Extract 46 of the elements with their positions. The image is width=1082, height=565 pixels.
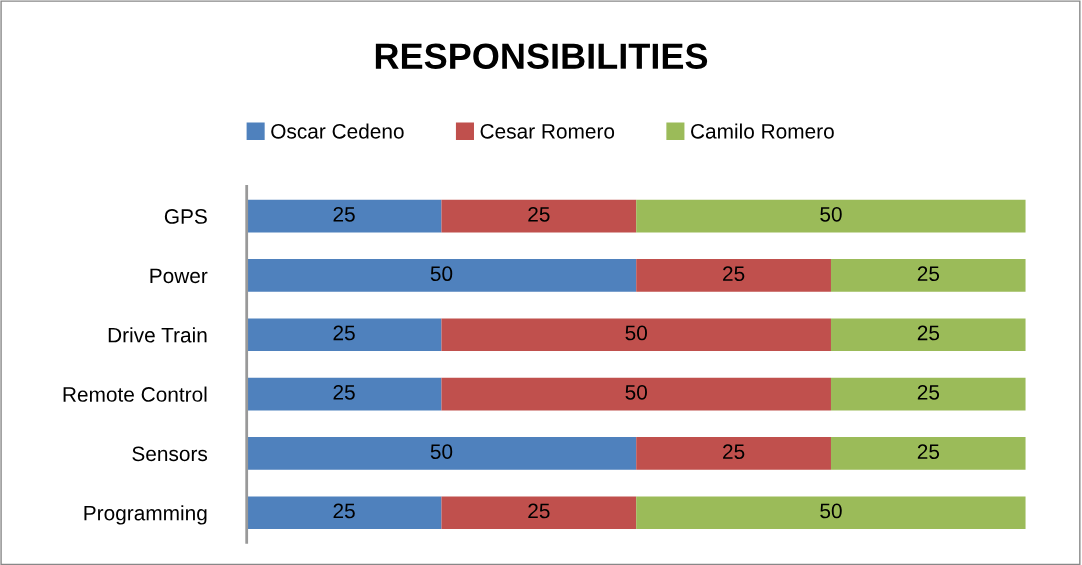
data-label: 25 xyxy=(333,503,355,519)
y-tick-label: Drive Train xyxy=(108,327,207,343)
bar xyxy=(830,259,1026,292)
y-tick-label: Remote Control xyxy=(63,386,207,402)
y-tick-label: Power xyxy=(150,268,208,284)
bar xyxy=(830,318,1026,352)
data-label: 50 xyxy=(430,266,453,282)
bar xyxy=(830,437,1026,470)
chart-title: RESPONSIBILITIES xyxy=(375,43,708,70)
data-label: 50 xyxy=(625,325,647,341)
bar xyxy=(441,318,831,352)
data-label: 25 xyxy=(333,384,355,400)
data-label: 50 xyxy=(820,206,842,222)
data-label: 25 xyxy=(917,325,940,341)
legend-label: Oscar Cedeno xyxy=(271,123,404,139)
bar xyxy=(246,377,442,411)
data-label: 25 xyxy=(528,206,550,222)
bar xyxy=(636,259,831,292)
data-label: 25 xyxy=(917,266,940,282)
bar xyxy=(246,496,442,530)
bar xyxy=(246,259,637,292)
bar xyxy=(246,437,637,470)
data-label: 25 xyxy=(917,444,940,459)
bar xyxy=(830,377,1026,411)
data-label: 50 xyxy=(430,444,453,459)
data-label: 50 xyxy=(820,503,842,519)
data-label: 25 xyxy=(917,384,940,400)
bar xyxy=(441,199,637,233)
data-label: 25 xyxy=(333,206,355,222)
bar xyxy=(636,496,1026,530)
y-tick-label: GPS xyxy=(164,209,207,224)
data-label: 25 xyxy=(723,444,745,459)
data-label: 25 xyxy=(333,325,355,341)
data-label: 25 xyxy=(723,266,745,282)
legend-label: Camilo Romero xyxy=(691,123,834,139)
bar xyxy=(441,377,831,411)
y-tick-label: Sensors xyxy=(132,446,208,462)
y-tick-label: Programming xyxy=(84,505,207,525)
bar xyxy=(246,318,442,352)
bar xyxy=(636,199,1026,233)
bar xyxy=(246,199,442,233)
data-label: 25 xyxy=(528,503,550,519)
legend-label: Cesar Romero xyxy=(480,123,615,139)
data-label: 50 xyxy=(625,384,647,400)
bar xyxy=(636,437,831,470)
bar xyxy=(441,496,637,530)
